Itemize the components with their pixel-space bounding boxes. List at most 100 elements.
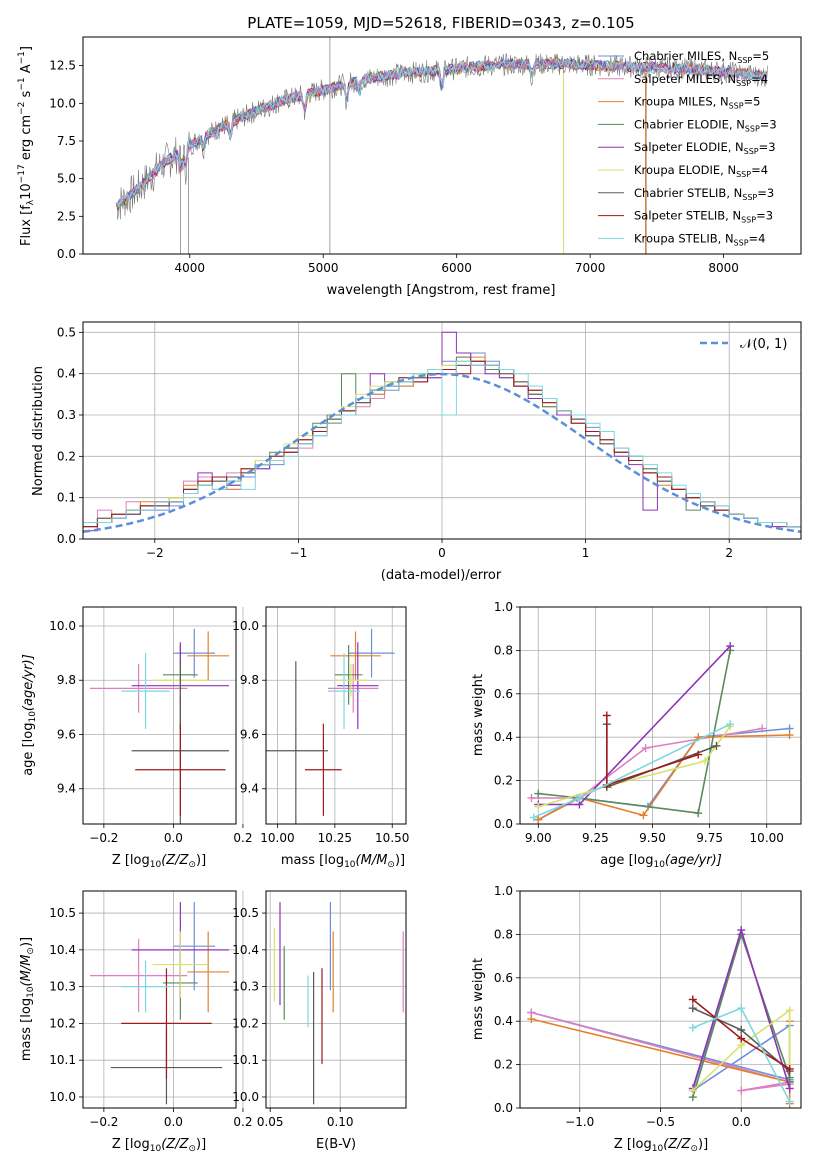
x-tick-label: 0 xyxy=(438,546,446,560)
x-tick-label: −0.2 xyxy=(89,831,118,845)
y-tick-label: 0.2 xyxy=(494,774,513,788)
legend-n-value: =3 xyxy=(759,140,776,154)
weight-line xyxy=(605,724,717,789)
age-vs-z-panel: −0.2 0.0 0.2 9.4 9.6 9.8 10.0 Z [log10(Z/Z⊙)]… xyxy=(21,606,253,870)
y-tick-label: 7.5 xyxy=(57,134,76,148)
y-tick-label: 0.1 xyxy=(57,491,76,505)
spectrum-lines xyxy=(115,37,768,254)
weight-vs-z-yticks: 0.0 0.2 0.4 0.6 0.8 1.0 xyxy=(494,884,520,1115)
spectrum-legend: Chabrier MILES, NSSP=5 Salpeter MILES, NS… xyxy=(598,49,777,247)
spectrum-title: PLATE=1059, MJD=52618, FIBERID=0343, z=0… xyxy=(247,14,634,32)
weight-vs-age-xlabel: age [log10(age/yr)] xyxy=(600,853,722,870)
x-tick-label: 0.0 xyxy=(164,1115,183,1129)
y-tick-label: 0.6 xyxy=(494,971,513,985)
x-tick-label: −1 xyxy=(290,546,308,560)
legend-n-sub: SSP xyxy=(736,170,751,179)
x-tick-label: −0.5 xyxy=(646,1115,675,1129)
age-vs-z-xticks: −0.2 0.0 0.2 xyxy=(89,824,253,845)
y-tick-label: 1.0 xyxy=(494,600,513,614)
legend-n-sub: SSP xyxy=(736,79,751,88)
legend-n: N xyxy=(736,117,745,131)
x-tick-label: 9.00 xyxy=(525,831,552,845)
y-tick-label: 0.2 xyxy=(57,449,76,463)
age-vs-z-xlabel: Z [log10(Z/Z⊙)] xyxy=(112,853,206,870)
legend-name: Chabrier MILES, xyxy=(634,49,729,63)
spectrum-ylabel: Flux [fλ10−17 erg cm−2 s−1 A−1] xyxy=(17,46,36,246)
x-tick-label: 4000 xyxy=(174,261,205,275)
y-tick-label: 0.5 xyxy=(57,325,76,339)
x-tick-label: −2 xyxy=(146,546,164,560)
x-tick-label: 9.25 xyxy=(582,831,609,845)
weight-line xyxy=(692,1008,791,1092)
residuals-yticks: 0.0 0.1 0.2 0.3 0.4 0.5 xyxy=(57,325,83,546)
x-tick-label: −1.0 xyxy=(565,1115,594,1129)
x-tick-label: 7000 xyxy=(575,261,606,275)
y-tick-label: 0.4 xyxy=(494,1014,513,1028)
x-tick-label: 2 xyxy=(725,546,733,560)
y-tick-label: 10.5 xyxy=(232,906,259,920)
legend-name: Kroupa MILES, xyxy=(634,95,720,109)
legend-n-sub: SSP xyxy=(744,147,759,156)
mass-vs-ebv-xticks: 0.05 0.10 xyxy=(257,1108,354,1129)
legend-label: Kroupa MILES, NSSP=5 xyxy=(634,95,761,111)
weight-vs-age-marks xyxy=(527,642,794,824)
legend-n-sub: SSP xyxy=(742,193,757,202)
y-tick-label: 2.5 xyxy=(57,209,76,223)
x-tick-label: 0.10 xyxy=(327,1115,354,1129)
legend-label: Kroupa STELIB, NSSP=4 xyxy=(634,231,765,247)
mass-vs-z-marks xyxy=(89,902,230,1105)
x-tick-label: 9.50 xyxy=(639,831,666,845)
y-tick-label: 10.4 xyxy=(49,943,76,957)
x-tick-label: 0.05 xyxy=(257,1115,284,1129)
y-tick-label: 9.6 xyxy=(57,727,76,741)
age-vs-z-yticks: 9.4 9.6 9.8 10.0 xyxy=(49,619,83,796)
legend-label: Salpeter MILES, NSSP=4 xyxy=(634,72,768,88)
mass-vs-ebv-panel: 0.05 0.10 10.0 10.1 10.2 10.3 10.4 10.5 E(B-V) xyxy=(232,890,407,1152)
y-tick-label: 12.5 xyxy=(49,59,76,73)
spectrum-xlabel: wavelength [Angstrom, rest frame] xyxy=(327,283,556,298)
weight-vs-z-xlabel: Z [log10(Z/Z⊙)] xyxy=(614,1137,708,1154)
weight-line xyxy=(538,725,731,808)
weight-line xyxy=(537,727,790,821)
weight-vs-age-xticks: 9.00 9.25 9.50 9.75 10.00 xyxy=(525,824,784,845)
legend-n-value: =4 xyxy=(751,72,768,86)
age-vs-z-marks xyxy=(89,628,230,824)
mass-vs-z-xlabel: Z [log10(Z/Z⊙)] xyxy=(112,1137,206,1154)
mass-vs-z-xticks: −0.2 0.0 0.2 xyxy=(89,1108,253,1129)
legend-label: Kroupa ELODIE, NSSP=4 xyxy=(634,163,768,179)
mass-vs-ebv-frame xyxy=(265,890,407,1109)
weight-vs-z-xticks: −1.0 −0.5 0.0 xyxy=(565,1108,751,1129)
weight-vs-age-panel: 9.00 9.25 9.50 9.75 10.00 0.0 0.2 0.4 0.6 0.8 1.0… xyxy=(471,600,802,870)
residuals-xlabel: (data-model)/error xyxy=(381,568,502,583)
y-tick-label: 0.8 xyxy=(494,643,513,657)
y-tick-label: 9.6 xyxy=(240,727,259,741)
y-tick-label: 9.4 xyxy=(57,782,76,796)
legend-name: Kroupa ELODIE, xyxy=(634,163,727,177)
spectrum-xticks: 4000 5000 6000 7000 8000 xyxy=(174,254,739,275)
legend-n-sub: SSP xyxy=(741,216,756,225)
age-vs-mass-grid xyxy=(266,607,406,824)
y-tick-label: 10.1 xyxy=(232,1053,259,1067)
residuals-ylabel: Normed distribution xyxy=(31,366,46,496)
mass-vs-z-ylabel: mass [log10(M/M⊙)] xyxy=(19,937,36,1061)
residuals-lines xyxy=(82,331,802,539)
mass-vs-z-panel: −0.2 0.0 0.2 10.0 10.1 10.2 10.3 10.4 10.5 Z [l… xyxy=(19,890,253,1154)
y-tick-label: 10.0 xyxy=(49,1090,76,1104)
y-tick-label: 10.1 xyxy=(49,1053,76,1067)
x-tick-label: 6000 xyxy=(441,261,472,275)
y-tick-label: 0.6 xyxy=(494,687,513,701)
y-tick-label: 10.0 xyxy=(49,96,76,110)
legend-n-sub: SSP xyxy=(734,238,749,247)
x-tick-label: 10.25 xyxy=(318,831,352,845)
y-tick-label: 10.2 xyxy=(49,1016,76,1030)
residuals-xticks: −2 −1 0 1 2 xyxy=(146,539,733,560)
legend-n: N xyxy=(734,186,743,200)
legend-label: Chabrier MILES, NSSP=5 xyxy=(634,49,769,65)
histogram-step xyxy=(83,360,801,539)
normal-curve xyxy=(82,372,802,534)
y-tick-label: 0.3 xyxy=(57,408,76,422)
legend-name: Chabrier STELIB, xyxy=(634,186,734,200)
residuals-legend: 𝒩(0, 1) xyxy=(700,337,787,352)
age-vs-z-ylabel: age [log10(age/yr)] xyxy=(21,654,38,776)
